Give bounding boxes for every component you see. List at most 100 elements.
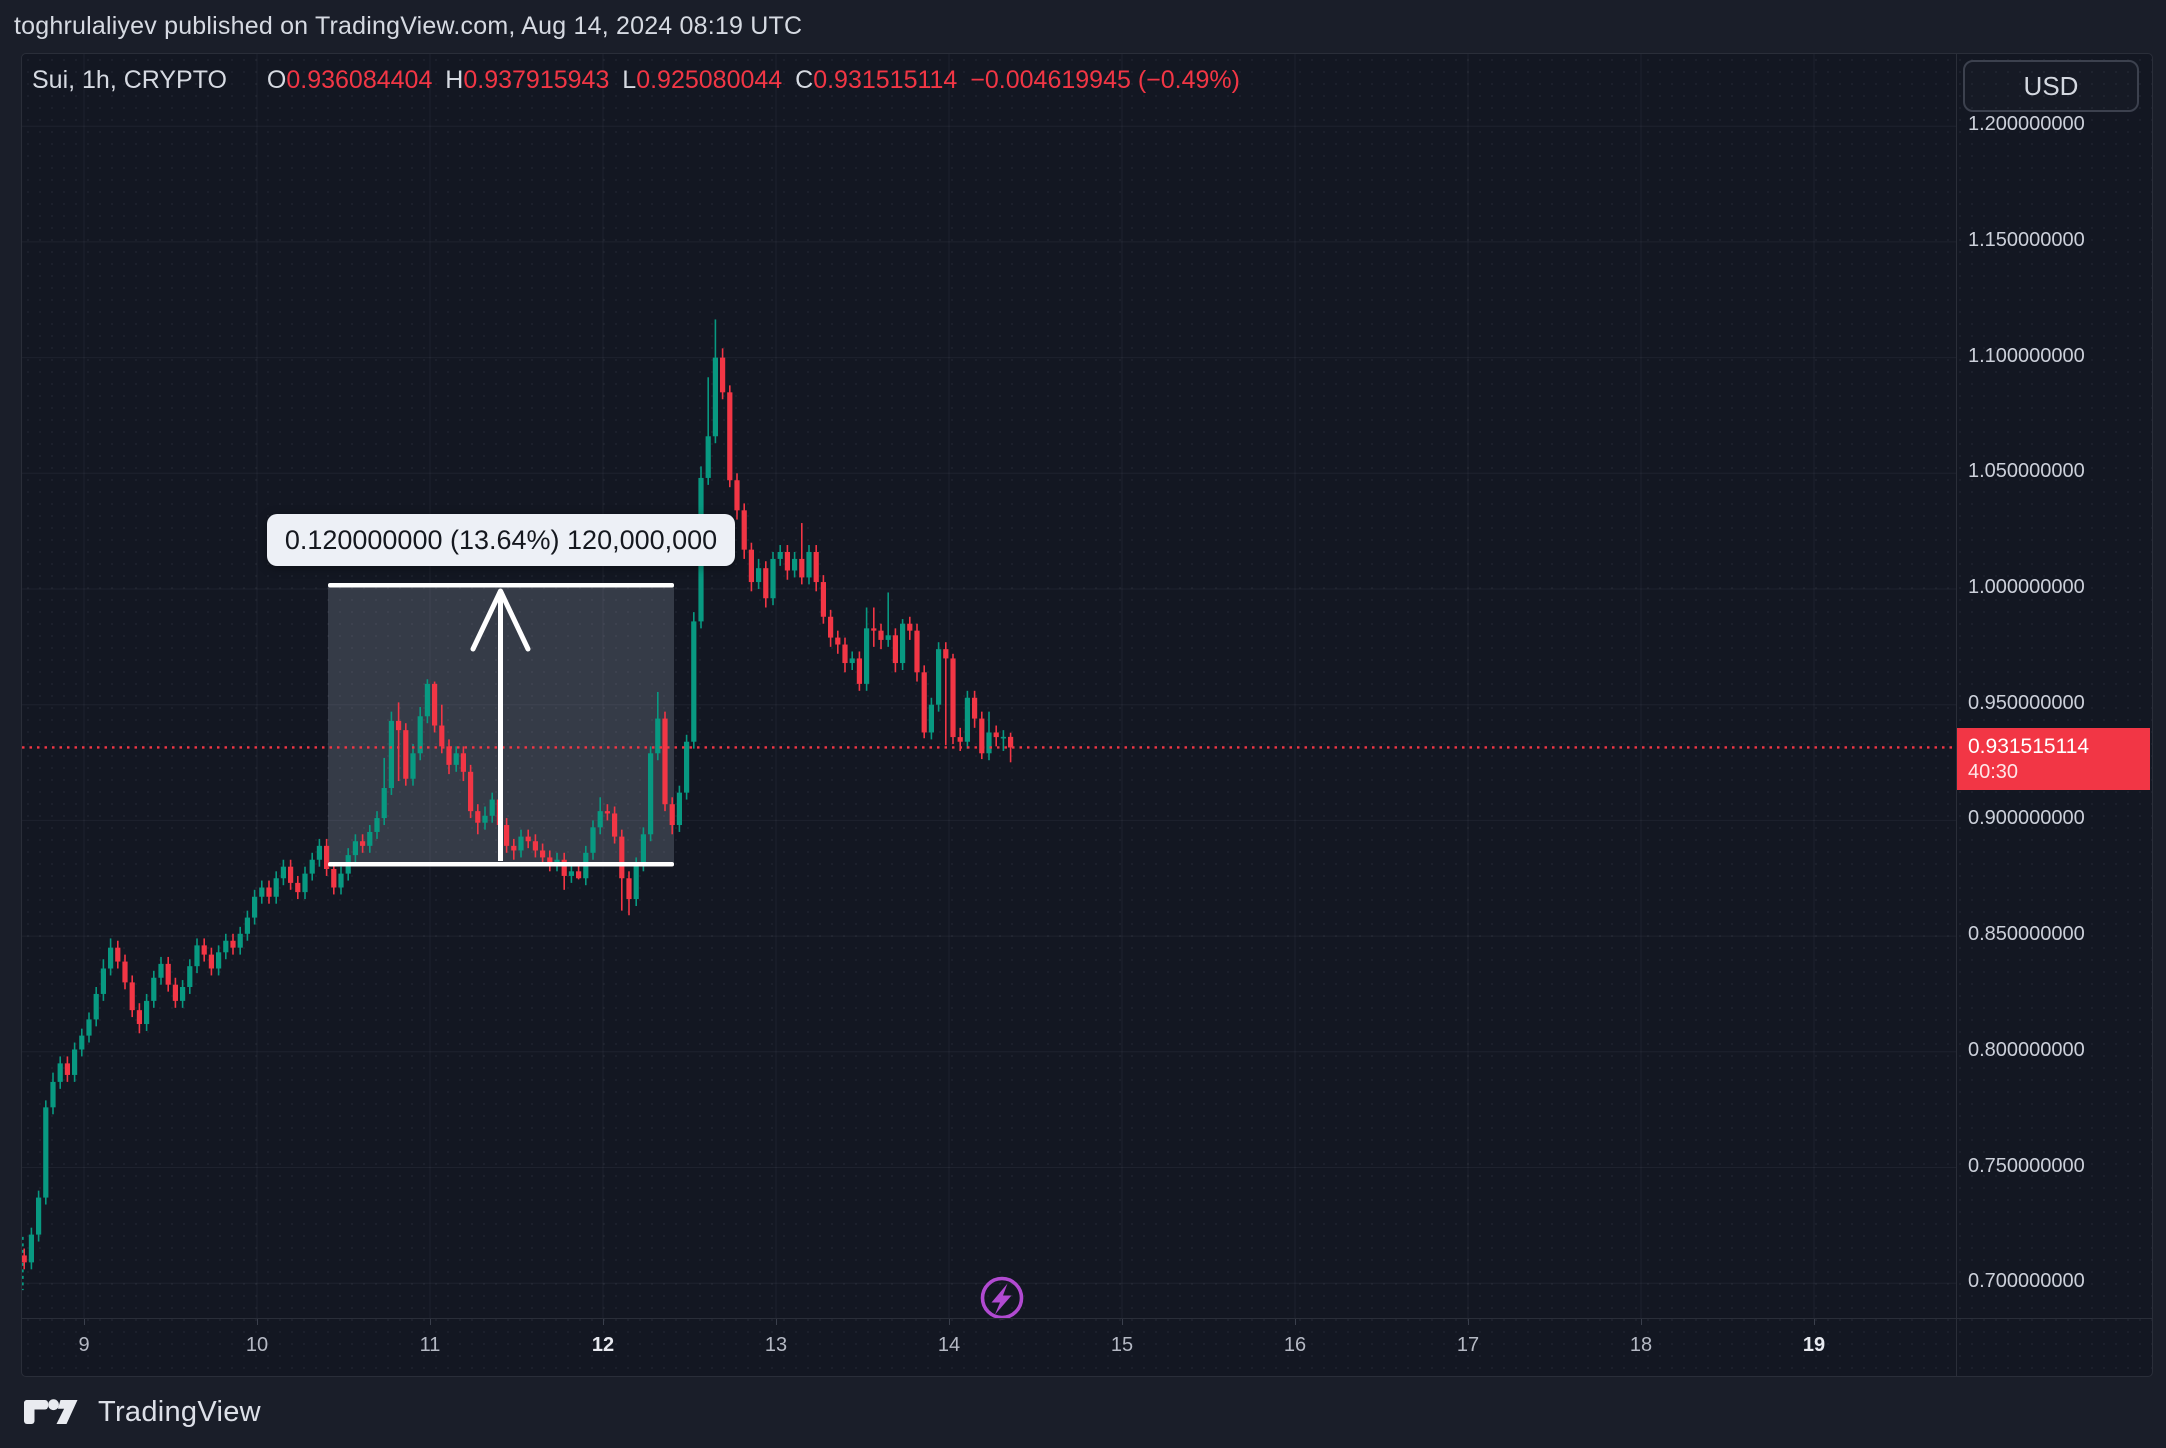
candle-body-18 (144, 1000, 150, 1025)
time-axis-tick (1122, 1319, 1123, 1325)
candle-body-5 (50, 1081, 56, 1108)
bar-countdown: 40:30 (1968, 761, 2019, 784)
lightning-icon[interactable] (980, 1276, 1024, 1320)
candle-body-23 (180, 987, 186, 1001)
candle-body-77 (568, 871, 574, 876)
symbol-title[interactable]: Sui, 1h, CRYPTO (32, 66, 227, 94)
candle-body-50 (374, 818, 380, 832)
price-axis-label: 1.150000000 (1968, 228, 2085, 251)
candle-body-113 (828, 616, 834, 638)
price-axis-separator[interactable] (1956, 54, 1957, 1376)
price-axis-label: 0.850000000 (1968, 923, 2085, 946)
candle-body-100 (734, 480, 740, 511)
time-axis-separator[interactable] (22, 1318, 2152, 1319)
candle-body-64 (475, 811, 481, 823)
change-value: −0.004619945 (−0.49%) (970, 66, 1240, 94)
candle-body-44 (331, 868, 337, 888)
price-axis-label: 0.700000000 (1968, 1270, 2085, 1293)
candle-body-72 (532, 841, 538, 851)
candle-body-3 (36, 1197, 42, 1235)
time-axis-tick (430, 1319, 431, 1325)
candle-body-81 (597, 811, 603, 828)
candle-body-105 (770, 558, 776, 599)
candle-body-92 (676, 792, 682, 826)
candle-body-99 (727, 392, 733, 481)
candle-body-1 (22, 1255, 27, 1263)
candle-body-136 (993, 732, 999, 738)
time-axis-label: 11 (419, 1334, 441, 1356)
candle-body-134 (979, 718, 985, 754)
high-label: H (445, 66, 464, 94)
candle-body-135 (986, 732, 992, 754)
candle-body-84 (619, 836, 625, 879)
candle-body-2 (28, 1234, 34, 1263)
candle-body-33 (252, 896, 258, 918)
candle-body-78 (576, 871, 582, 879)
tradingview-brand-text: TradingView (98, 1396, 261, 1428)
currency-toggle-button[interactable]: USD (1963, 60, 2139, 112)
low-value: 0.925080044 (636, 66, 783, 94)
candle-body-10 (86, 1019, 92, 1036)
measure-arrow-head (470, 588, 531, 652)
measure-top-edge (328, 583, 674, 588)
time-axis-tick (84, 1319, 85, 1325)
time-axis-tick (1641, 1319, 1642, 1325)
candle-body-91 (669, 804, 675, 826)
candle-body-102 (748, 549, 754, 583)
candle-body-11 (93, 993, 99, 1020)
close-label: C (795, 66, 814, 94)
price-axis-label: 1.200000000 (1968, 113, 2085, 136)
chart-pane[interactable] (21, 53, 2153, 1377)
candle-body-56 (417, 716, 423, 754)
current-price-value: 0.931515114 (1968, 735, 2090, 759)
price-axis-label: 0.950000000 (1968, 691, 2085, 714)
candle-body-132 (964, 697, 970, 742)
candle-body-106 (777, 551, 783, 559)
candle-body-14 (115, 947, 121, 962)
candle-body-12 (100, 968, 106, 994)
time-axis-label: 16 (1283, 1334, 1307, 1356)
candle-body-101 (741, 510, 747, 550)
footer-brand[interactable]: TradingView (24, 1396, 261, 1429)
candle-body-83 (612, 813, 618, 837)
candle-body-123 (900, 623, 906, 664)
candle-body-40 (302, 873, 308, 893)
candle-body-37 (280, 866, 286, 879)
candle-body-7 (64, 1063, 70, 1075)
time-axis-tick (257, 1319, 258, 1325)
time-axis-label: 13 (764, 1334, 788, 1356)
open-value: 0.936084404 (286, 66, 433, 94)
candle-body-66 (489, 799, 495, 816)
candle-body-47 (352, 841, 358, 856)
candle-body-6 (57, 1063, 63, 1082)
candle-body-114 (835, 637, 841, 645)
candle-body-74 (547, 857, 553, 865)
candle-body-22 (172, 984, 178, 1001)
candle-body-86 (633, 864, 639, 900)
candle-body-80 (590, 827, 596, 853)
candle-body-55 (410, 753, 416, 779)
time-axis-label: 19 (1802, 1334, 1826, 1356)
measure-bottom-edge (328, 862, 674, 867)
candle-body-94 (691, 621, 697, 742)
candle-body-125 (914, 630, 920, 673)
candle-body-31 (237, 933, 243, 948)
candle-body-98 (720, 357, 726, 393)
candle-body-112 (820, 582, 826, 617)
time-axis-label: 15 (1110, 1334, 1134, 1356)
candle-body-97 (712, 357, 718, 437)
candle-body-63 (468, 771, 474, 812)
price-axis-label: 0.750000000 (1968, 1154, 2085, 1177)
candle-body-20 (158, 963, 164, 978)
candle-body-107 (784, 551, 790, 571)
candle-body-88 (648, 753, 654, 835)
measure-tool[interactable] (328, 583, 674, 867)
candle-body-117 (856, 658, 862, 684)
candle-body-8 (72, 1049, 78, 1075)
publish-header: toghrulaliyev published on TradingView.c… (14, 12, 803, 40)
price-axis-label: 1.100000000 (1968, 344, 2085, 367)
candle-body-110 (806, 551, 812, 578)
candle-body-76 (561, 859, 567, 876)
symbol-legend-row[interactable]: Sui, 1h, CRYPTO O0.936084404 H0.93791594… (32, 66, 1246, 95)
